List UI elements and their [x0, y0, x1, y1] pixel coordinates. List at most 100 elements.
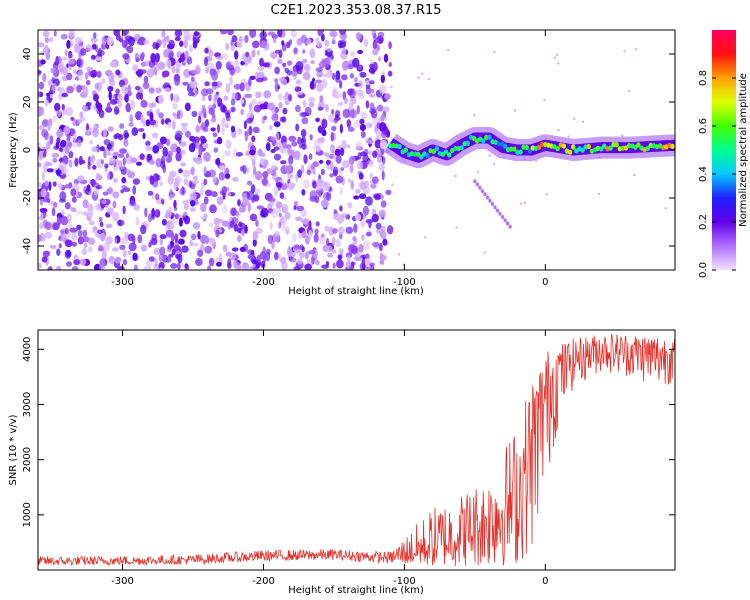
streak-cell [485, 195, 490, 200]
streak-cell [498, 211, 502, 216]
noise-cell [158, 112, 164, 119]
colorbar-ticks: 0.0 0.2 0.4 0.6 0.8 [698, 70, 736, 278]
noise-cell [39, 222, 44, 230]
noise-cell [308, 229, 313, 240]
noise-speck [476, 171, 479, 174]
y-tick-label: 40 [22, 48, 33, 61]
noise-cell [123, 30, 129, 35]
signal-cell [527, 148, 532, 154]
noise-cell [107, 143, 113, 150]
streak-cell [483, 192, 487, 197]
noise-cell [133, 204, 140, 211]
streak-cell [490, 202, 495, 206]
noise-cell [127, 233, 135, 242]
noise-cell [122, 53, 130, 60]
noise-cell [248, 108, 254, 118]
noise-cell [148, 241, 152, 248]
noise-cell [249, 75, 256, 80]
noise-cell [231, 247, 239, 252]
noise-cell [161, 30, 166, 38]
streak-cell [478, 185, 482, 190]
x-tick-label: -300 [111, 576, 134, 587]
noise-cell [241, 228, 245, 237]
noise-cell [178, 57, 182, 63]
noise-cell [267, 31, 276, 36]
noise-cell [235, 210, 239, 217]
noise-cell [284, 164, 292, 173]
noise-cell [227, 258, 232, 268]
noise-cell [299, 111, 308, 118]
noise-cell [112, 191, 120, 199]
noise-cell [173, 245, 182, 252]
noise-cell [130, 100, 136, 110]
noise-cell [291, 141, 298, 147]
noise-cell [313, 233, 319, 243]
noise-cell [219, 165, 226, 172]
snr-frame [37, 329, 676, 571]
noise-cell [183, 39, 189, 49]
snr-series-line [38, 334, 675, 567]
noise-cell [134, 33, 141, 39]
noise-cell [97, 184, 103, 190]
y-tick-label: -20 [22, 190, 33, 206]
noise-cell [220, 53, 229, 61]
signal-cell [636, 142, 641, 148]
noise-cell [363, 38, 369, 48]
noise-speck [417, 76, 420, 79]
noise-cell [265, 142, 271, 152]
noise-cell [380, 74, 385, 84]
noise-cell [269, 125, 273, 131]
noise-cell [230, 44, 235, 52]
noise-cell [259, 157, 265, 165]
noise-cell [163, 36, 169, 42]
noise-cell [273, 37, 277, 44]
noise-cell [39, 207, 48, 213]
spectrogram-y-ticks: -40 -20 0 20 40 [22, 48, 675, 254]
noise-cell [315, 67, 324, 72]
noise-cell [159, 234, 167, 240]
signal-cell [512, 146, 517, 152]
noise-cell [135, 92, 142, 100]
noise-cell [375, 228, 384, 234]
noise-cell [72, 207, 77, 213]
noise-cell [202, 108, 207, 115]
noise-cell [132, 185, 137, 195]
noise-cell [303, 154, 308, 165]
noise-cell [256, 205, 264, 210]
noise-cell [208, 169, 216, 178]
noise-cell [183, 215, 191, 225]
noise-cell [52, 115, 57, 123]
noise-cell [67, 213, 72, 223]
noise-cell [208, 107, 215, 115]
noise-cell [93, 226, 98, 231]
signal-cell [509, 146, 514, 152]
noise-cell [98, 244, 104, 251]
noise-cell [186, 33, 193, 38]
noise-cell [132, 65, 139, 72]
noise-cell [296, 258, 303, 265]
noise-cell [330, 145, 334, 153]
noise-cell [160, 155, 166, 165]
noise-cell [249, 149, 256, 156]
noise-cell [71, 196, 77, 203]
noise-cell [179, 229, 187, 238]
noise-cell [112, 200, 117, 209]
noise-cell [127, 90, 133, 96]
noise-cell [208, 94, 212, 102]
noise-cell [299, 143, 302, 149]
noise-cell [333, 209, 338, 215]
noise-cell [125, 152, 129, 158]
noise-cell [202, 143, 209, 149]
noise-cell [242, 164, 247, 175]
snr-panel: -300 -200 -100 0 1000 2000 3000 4000 Height of… [8, 329, 676, 596]
noise-cell [87, 237, 96, 245]
noise-cell [113, 134, 118, 140]
noise-cell [89, 155, 95, 166]
noise-cell [70, 142, 79, 148]
noise-speck [573, 117, 576, 120]
noise-cell [94, 82, 100, 90]
noise-cell [371, 241, 380, 248]
noise-cell [223, 109, 231, 115]
noise-cell [208, 257, 215, 267]
noise-cell [100, 159, 104, 165]
